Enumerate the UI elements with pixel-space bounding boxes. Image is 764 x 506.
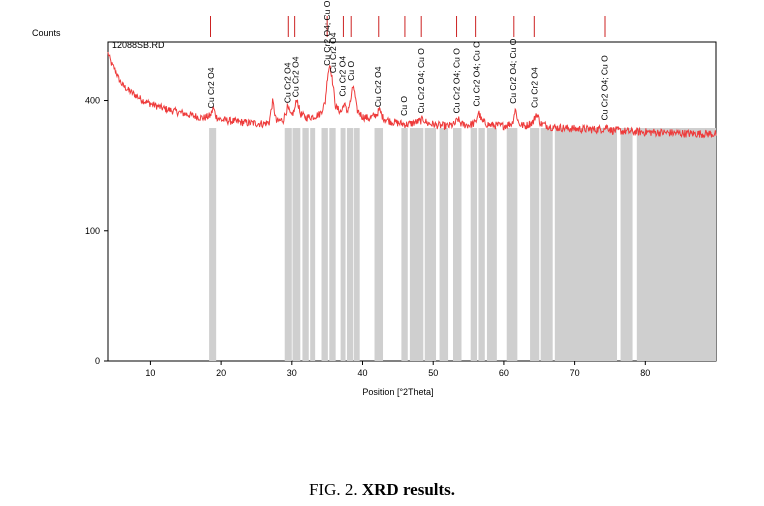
x-axis-title: Position [°2Theta] <box>362 387 433 397</box>
peak-label: Cu Cr2 O4 <box>283 62 293 103</box>
x-tick-label: 30 <box>287 368 297 378</box>
x-tick-label: 20 <box>216 368 226 378</box>
x-tick-label: 60 <box>499 368 509 378</box>
reference-bar <box>409 128 424 361</box>
reference-bar <box>321 128 328 361</box>
y-axis-title: Counts <box>32 28 61 38</box>
x-tick-label: 70 <box>570 368 580 378</box>
peak-label: Cu Cr2 O4; Cu O <box>508 38 518 104</box>
reference-bar <box>540 128 553 361</box>
peak-label: Cu Cr2 O4; Cu O <box>416 48 426 114</box>
reference-bar <box>554 128 618 361</box>
reference-bar <box>636 128 716 361</box>
xrd-pattern-line <box>107 51 717 139</box>
x-tick-label: 10 <box>145 368 155 378</box>
file-label: 12088SB.RD <box>112 40 165 50</box>
reference-bar <box>346 128 354 361</box>
reference-bar <box>401 128 408 361</box>
reference-bar <box>424 128 437 361</box>
peak-label: Cu Cr2 O4; Cu O <box>471 41 481 107</box>
axes: 10 20 30 40 50 60 70 80 0 100 400 <box>85 96 650 378</box>
peak-label: Cu Cr2 O4 <box>290 56 300 97</box>
phase-marker-strip <box>210 16 606 37</box>
reference-bar <box>530 128 540 361</box>
reference-bar <box>292 128 301 361</box>
reference-bar <box>486 128 497 361</box>
caption-prefix: FIG. 2. <box>308 480 358 499</box>
caption-title: XRD results. <box>361 480 456 499</box>
reference-bar <box>302 128 309 361</box>
reference-bar <box>329 128 336 361</box>
peak-label: Cu Cr2 O4 <box>373 66 383 107</box>
reference-bar <box>478 128 485 361</box>
peak-label: Cu Cr2 O4; Cu O <box>451 48 461 114</box>
peak-label: Cu O <box>346 61 356 81</box>
peak-label: Cu O <box>399 96 409 116</box>
reference-bar <box>453 128 462 361</box>
y-tick-label: 400 <box>85 96 100 106</box>
x-tick-label: 40 <box>358 368 368 378</box>
reference-bars <box>209 128 716 361</box>
pattern-layer <box>107 51 717 139</box>
reference-bar <box>340 128 346 361</box>
reference-bar <box>439 128 449 361</box>
y-tick-label: 100 <box>85 226 100 236</box>
reference-bar <box>284 128 292 361</box>
reference-bar <box>374 128 384 361</box>
peak-label: Cu Cr2 O4 <box>206 67 216 108</box>
reference-bar <box>506 128 518 361</box>
peak-label: Cu Cr2 O4 <box>338 56 348 97</box>
x-tick-label: 80 <box>640 368 650 378</box>
reference-bar <box>310 128 316 361</box>
reference-bar <box>354 128 360 361</box>
figure-caption: FIG. 2. XRD results. <box>0 480 764 500</box>
x-tick-label: 50 <box>428 368 438 378</box>
peak-label: Cu Cr2 O4; Cu O <box>599 55 609 121</box>
y-tick-label: 0 <box>95 356 100 366</box>
peak-label: Cu Cr2 O4 <box>529 67 539 108</box>
peak-label: Cu Cr2 O4; Cu O <box>322 0 332 66</box>
reference-bar <box>470 128 478 361</box>
reference-bar <box>209 128 217 361</box>
reference-bar <box>620 128 633 361</box>
peak-label: Cu Cr2 O4 <box>328 32 338 73</box>
